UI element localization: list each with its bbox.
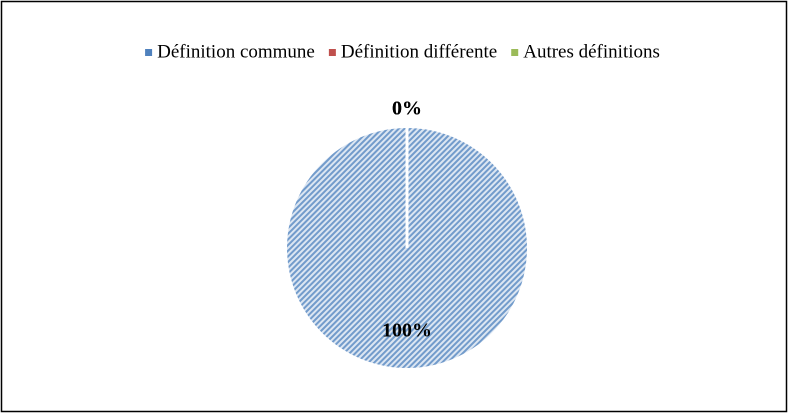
legend-label: Définition différente: [341, 41, 497, 62]
legend-item: Définition différente: [328, 41, 497, 62]
legend-marker: [511, 49, 519, 56]
legend-label: Définition commune: [157, 41, 315, 62]
data-label: 0%: [392, 98, 422, 120]
legend-item: Définition commune: [145, 41, 315, 62]
data-label: 0%: [392, 98, 422, 120]
legend-marker: [328, 49, 336, 56]
legend-item: Autres définitions: [511, 41, 660, 62]
data-label: 100%: [382, 320, 432, 342]
legend-marker: [145, 49, 153, 56]
legend-label: Autres définitions: [523, 41, 660, 62]
